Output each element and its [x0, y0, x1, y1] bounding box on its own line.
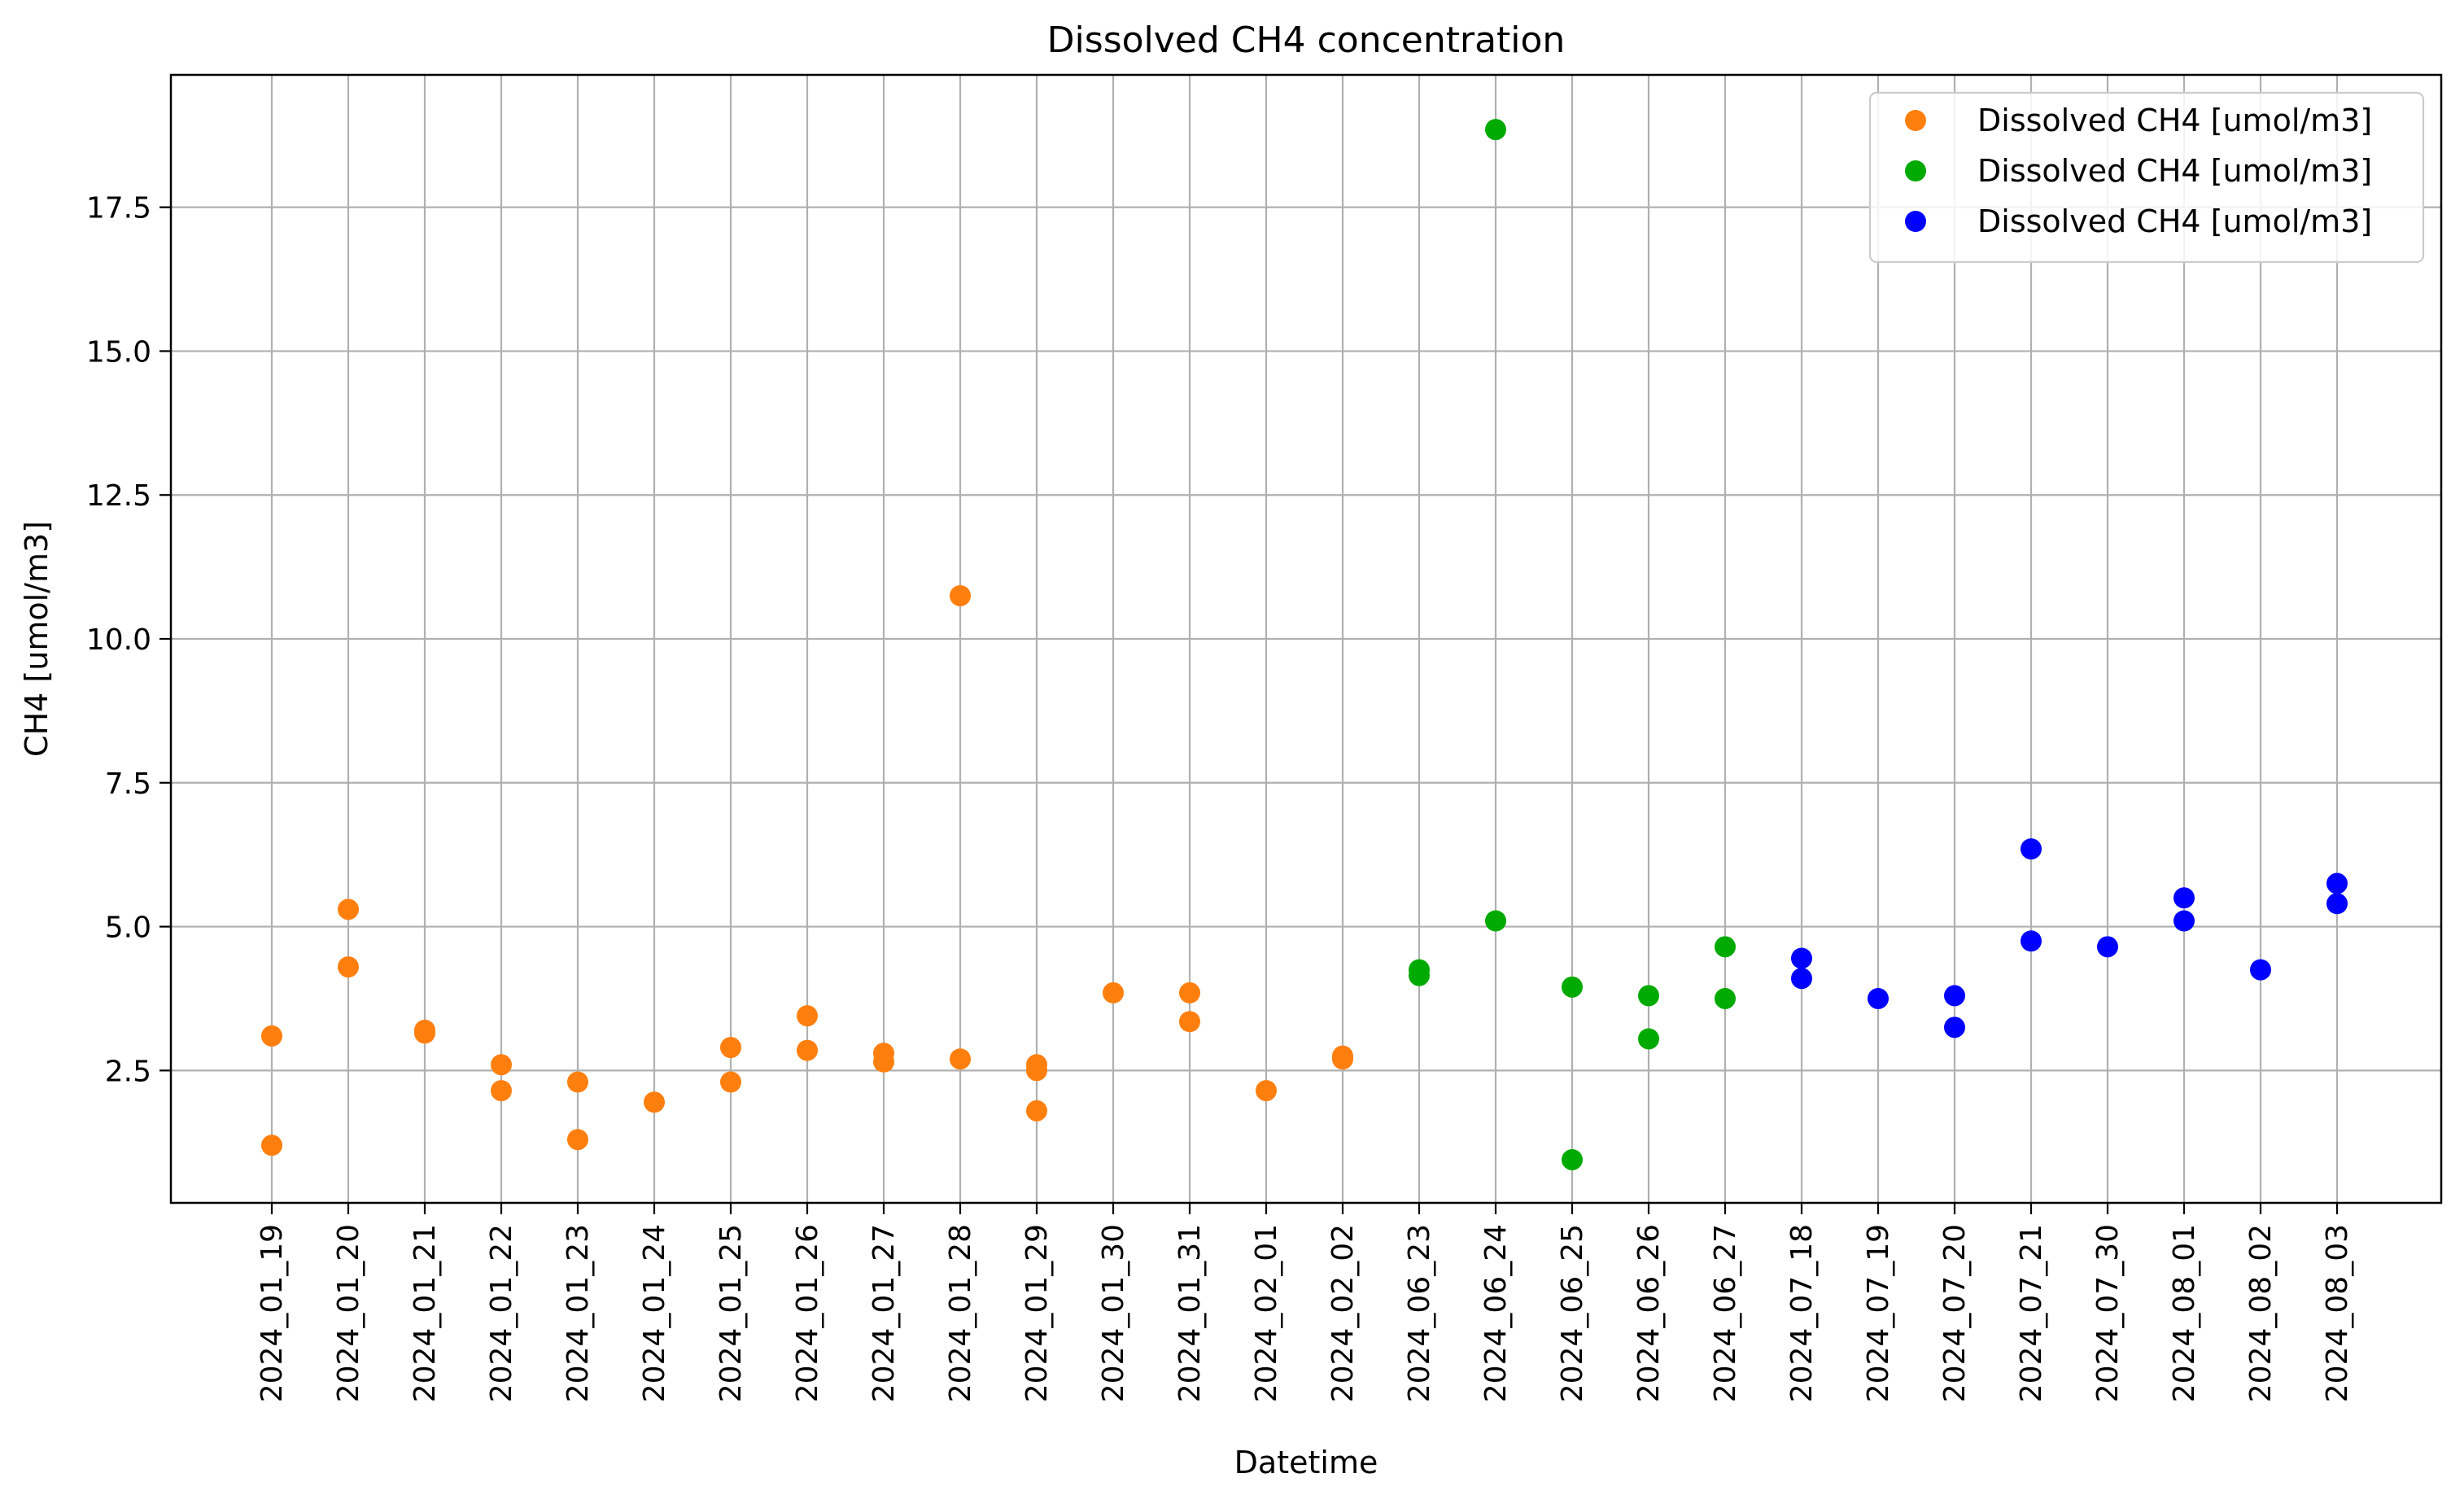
data-points [261, 119, 2348, 1170]
data-point [2021, 930, 2042, 952]
data-point [2326, 893, 2348, 915]
data-point [491, 1080, 512, 1102]
data-point [644, 1091, 665, 1113]
x-tick-label: 2024_08_02 [2244, 1224, 2278, 1402]
x-tick-label: 2024_01_28 [944, 1224, 977, 1402]
y-tick-label: 2.5 [105, 1055, 151, 1088]
legend: Dissolved CH4 [umol/m3] Dissolved CH4 [um… [1868, 91, 2425, 264]
x-axis-label: Datetime [1234, 1445, 1378, 1480]
chart-title: Dissolved CH4 concentration [1047, 20, 1566, 61]
data-point [1944, 1017, 1965, 1038]
x-tick-label: 2024_01_24 [638, 1224, 671, 1402]
data-point [797, 1039, 818, 1061]
data-point [950, 1048, 971, 1070]
x-tick-label: 2024_06_25 [1556, 1224, 1589, 1402]
legend-marker [1905, 211, 1926, 232]
data-point [1791, 947, 1812, 969]
data-point [797, 1005, 818, 1027]
x-tick-label: 2024_07_18 [1785, 1224, 1819, 1402]
x-tick-label: 2024_01_20 [332, 1224, 365, 1402]
data-point [1715, 987, 1736, 1009]
legend-box [1868, 91, 2425, 264]
data-point [2173, 910, 2195, 932]
legend-label: Dissolved CH4 [umol/m3] [1977, 153, 2372, 189]
data-point [873, 1051, 894, 1073]
y-tick-label: 12.5 [86, 479, 151, 513]
legend-label: Dissolved CH4 [umol/m3] [1977, 103, 2372, 138]
x-tick-label: 2024_02_01 [1250, 1224, 1283, 1402]
axis-ticks: 2024_01_19 2024_01_20 2024_01_21 2024_01_22… [86, 192, 2354, 1403]
x-tick-label: 2024_01_21 [408, 1224, 442, 1402]
data-point [1179, 982, 1200, 1003]
y-tick-label: 7.5 [105, 767, 151, 801]
legend-marker [1905, 110, 1926, 131]
data-point [1944, 985, 1965, 1007]
data-point [1179, 1011, 1200, 1033]
y-tick-label: 17.5 [86, 192, 151, 225]
data-point [1256, 1080, 1277, 1102]
data-point [2173, 887, 2195, 909]
data-point [1715, 936, 1736, 958]
y-axis-label: CH4 [umol/m3] [19, 521, 55, 757]
data-point [1638, 1028, 1659, 1050]
legend-marker [1905, 160, 1926, 181]
x-tick-label: 2024_07_20 [1938, 1224, 1972, 1402]
data-point [1868, 987, 1889, 1009]
data-point [1791, 968, 1812, 990]
x-tick-label: 2024_02_02 [1326, 1224, 1360, 1402]
data-point [1562, 1148, 1583, 1170]
data-point [567, 1071, 588, 1093]
data-point [261, 1135, 282, 1156]
data-point [720, 1037, 741, 1059]
data-point [1103, 982, 1124, 1003]
data-point [720, 1071, 741, 1093]
data-point [1409, 964, 1430, 986]
x-tick-label: 2024_07_21 [2015, 1224, 2048, 1402]
data-point [338, 956, 359, 978]
y-tick-label: 15.0 [86, 335, 151, 369]
x-tick-label: 2024_06_27 [1709, 1224, 1742, 1402]
x-tick-label: 2024_01_27 [867, 1224, 901, 1402]
data-point [261, 1025, 282, 1047]
data-point [567, 1129, 588, 1151]
x-tick-label: 2024_01_19 [256, 1224, 289, 1402]
data-point [950, 584, 971, 606]
x-tick-label: 2024_01_31 [1173, 1224, 1207, 1402]
data-point [1638, 985, 1659, 1007]
x-tick-label: 2024_01_22 [485, 1224, 518, 1402]
x-tick-label: 2024_06_26 [1632, 1224, 1666, 1402]
data-point [491, 1054, 512, 1076]
x-tick-label: 2024_08_03 [2321, 1224, 2354, 1402]
legend-label: Dissolved CH4 [umol/m3] [1977, 203, 2372, 239]
x-tick-label: 2024_06_23 [1403, 1224, 1436, 1402]
x-tick-label: 2024_01_26 [791, 1224, 824, 1402]
data-point [2326, 872, 2348, 894]
data-point [1026, 1060, 1047, 1082]
x-tick-label: 2024_08_01 [2168, 1224, 2201, 1402]
data-point [1485, 910, 1506, 932]
x-tick-label: 2024_01_29 [1020, 1224, 1054, 1402]
data-point [414, 1019, 435, 1041]
data-point [2021, 838, 2042, 860]
y-tick-label: 10.0 [86, 623, 151, 657]
data-point [1562, 976, 1583, 998]
x-tick-label: 2024_01_25 [714, 1224, 748, 1402]
x-tick-label: 2024_07_19 [1862, 1224, 1895, 1402]
x-tick-label: 2024_01_30 [1097, 1224, 1130, 1402]
data-point [338, 898, 359, 920]
y-tick-label: 5.0 [105, 912, 151, 945]
data-point [1485, 119, 1506, 141]
x-tick-label: 2024_06_24 [1479, 1224, 1513, 1402]
x-tick-label: 2024_07_30 [2091, 1224, 2125, 1402]
data-point [2250, 959, 2271, 981]
data-point [1332, 1048, 1353, 1070]
data-point [2097, 936, 2118, 958]
x-tick-label: 2024_01_23 [561, 1224, 595, 1402]
data-point [1026, 1100, 1047, 1121]
